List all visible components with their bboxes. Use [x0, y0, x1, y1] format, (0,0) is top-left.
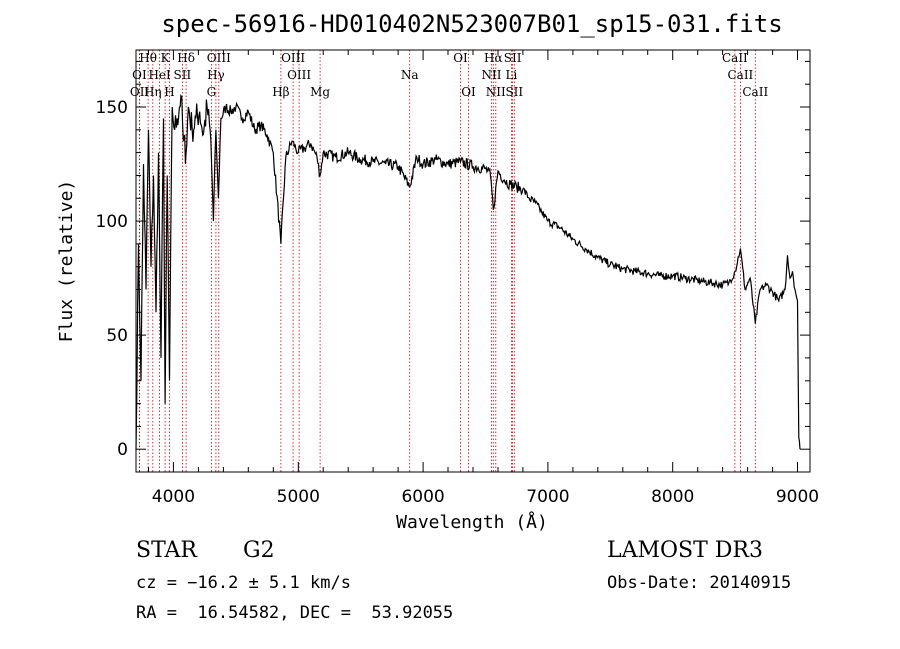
- line-label: OIII: [287, 68, 311, 82]
- line-label: Mg: [310, 85, 330, 99]
- x-tick-label: 7000: [526, 487, 569, 507]
- spectrum-chart: spec-56916-HD010402N523007B01_sp15-031.f…: [56, 10, 819, 533]
- x-tick-label: 4000: [152, 487, 195, 507]
- line-label: NII: [482, 68, 502, 82]
- line-label: SII: [174, 68, 192, 82]
- line-label: OI: [453, 51, 468, 65]
- redshift-cz: cz = −16.2 ± 5.1 km/s: [136, 573, 351, 593]
- line-label: Hδ: [177, 51, 195, 65]
- survey-name: LAMOST DR3: [607, 538, 763, 563]
- object-subclass: G2: [243, 538, 275, 563]
- observation-date: Obs-Date: 20140915: [607, 573, 792, 593]
- x-axis-label: Wavelength (Å): [396, 511, 548, 533]
- line-label: H: [164, 85, 174, 99]
- x-tick-label: 8000: [651, 487, 694, 507]
- line-label: Hη: [144, 85, 162, 99]
- line-label: Hβ: [272, 85, 289, 99]
- x-tick-label: 6000: [401, 487, 444, 507]
- line-label: Hγ: [207, 68, 225, 82]
- line-label: G: [207, 85, 217, 99]
- line-label: OI: [132, 68, 147, 82]
- line-label: OI: [461, 85, 476, 99]
- y-tick-label: 50: [106, 326, 128, 346]
- x-axis-ticks: 4000 5000 6000 7000 8000 9000: [148, 50, 819, 507]
- x-tick-label: 9000: [776, 487, 819, 507]
- line-label: Hθ: [139, 51, 157, 65]
- line-label: OII: [130, 85, 150, 99]
- line-label: K: [161, 51, 171, 65]
- line-label: OIII: [281, 51, 305, 65]
- line-label: SII: [504, 51, 522, 65]
- spectrum-line: [135, 93, 801, 450]
- line-label: Hα: [484, 51, 503, 65]
- y-axis-label: Flux (relative): [56, 180, 77, 343]
- line-label: CaII: [742, 85, 768, 99]
- ra-dec-coordinates: RA = 16.54582, DEC = 53.92055: [136, 603, 454, 623]
- line-label: HeI: [148, 68, 171, 82]
- line-label: CaII: [727, 68, 753, 82]
- y-tick-label: 150: [96, 98, 128, 118]
- line-label: SII: [505, 85, 523, 99]
- line-label: CaII: [722, 51, 748, 65]
- line-label: Na: [401, 68, 419, 82]
- y-tick-label: 100: [96, 212, 128, 232]
- x-tick-label: 5000: [277, 487, 320, 507]
- line-label: OIII: [207, 51, 231, 65]
- y-tick-label: 0: [117, 440, 128, 460]
- y-axis-ticks: 0 50 100 150: [96, 60, 810, 473]
- line-label: NII: [486, 85, 506, 99]
- object-class: STAR: [136, 538, 197, 563]
- line-label: Li: [505, 68, 517, 82]
- chart-title: spec-56916-HD010402N523007B01_sp15-031.f…: [161, 10, 782, 38]
- emission-line-markers: [138, 50, 756, 472]
- plot-frame: [135, 49, 811, 473]
